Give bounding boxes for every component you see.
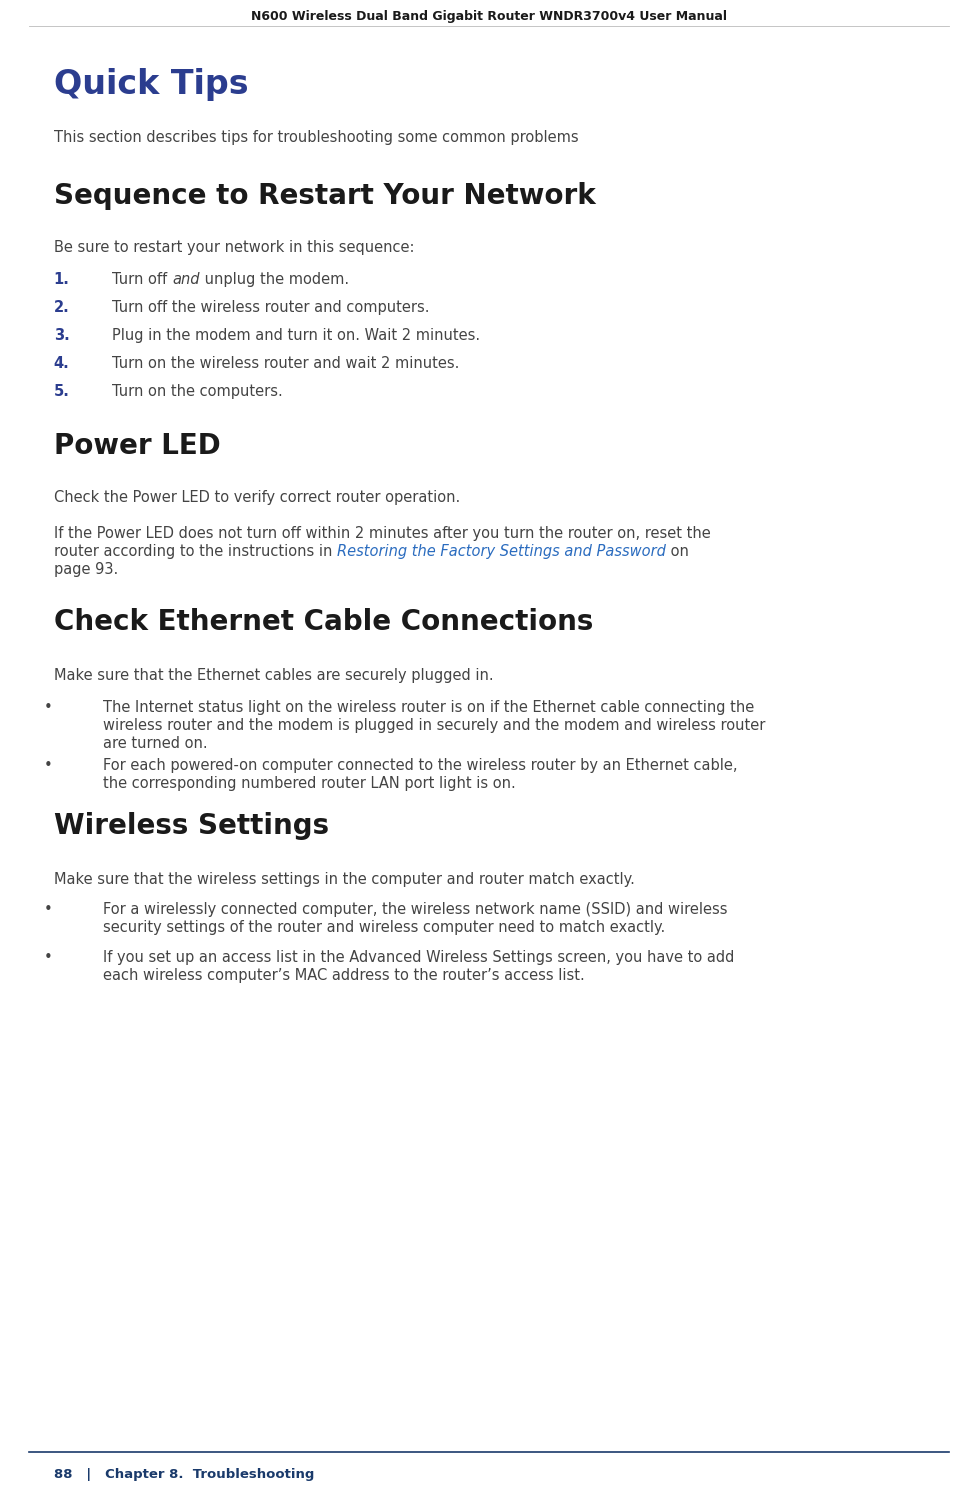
Text: •: •	[44, 759, 53, 774]
Text: Quick Tips: Quick Tips	[54, 68, 248, 101]
Text: Check Ethernet Cable Connections: Check Ethernet Cable Connections	[54, 608, 593, 635]
Text: Plug in the modem and turn it on. Wait 2 minutes.: Plug in the modem and turn it on. Wait 2…	[112, 327, 480, 342]
Text: Check the Power LED to verify correct router operation.: Check the Power LED to verify correct ro…	[54, 490, 459, 505]
Text: are turned on.: are turned on.	[103, 736, 207, 751]
Text: the corresponding numbered router LAN port light is on.: the corresponding numbered router LAN po…	[103, 777, 515, 792]
Text: Make sure that the Ethernet cables are securely plugged in.: Make sure that the Ethernet cables are s…	[54, 668, 493, 683]
Text: page 93.: page 93.	[54, 562, 118, 577]
Text: Turn off: Turn off	[112, 272, 172, 287]
Text: Make sure that the wireless settings in the computer and router match exactly.: Make sure that the wireless settings in …	[54, 873, 634, 888]
Text: wireless router and the modem is plugged in securely and the modem and wireless : wireless router and the modem is plugged…	[103, 718, 764, 733]
Text: •: •	[44, 700, 53, 715]
Text: •: •	[44, 949, 53, 964]
Text: on: on	[665, 544, 688, 559]
Text: 1.: 1.	[54, 272, 69, 287]
Text: Power LED: Power LED	[54, 433, 221, 460]
Text: 5.: 5.	[54, 385, 69, 400]
Text: The Internet status light on the wireless router is on if the Ethernet cable con: The Internet status light on the wireles…	[103, 700, 753, 715]
Text: unplug the modem.: unplug the modem.	[199, 272, 349, 287]
Text: each wireless computer’s MAC address to the router’s access list.: each wireless computer’s MAC address to …	[103, 967, 584, 982]
Text: For a wirelessly connected computer, the wireless network name (SSID) and wirele: For a wirelessly connected computer, the…	[103, 903, 727, 918]
Text: Restoring the Factory Settings and Password: Restoring the Factory Settings and Passw…	[336, 544, 665, 559]
Text: 88   |   Chapter 8.  Troubleshooting: 88 | Chapter 8. Troubleshooting	[54, 1467, 314, 1481]
Text: •: •	[44, 903, 53, 918]
Text: N600 Wireless Dual Band Gigabit Router WNDR3700v4 User Manual: N600 Wireless Dual Band Gigabit Router W…	[251, 11, 726, 23]
Text: Be sure to restart your network in this sequence:: Be sure to restart your network in this …	[54, 240, 414, 255]
Text: Turn on the wireless router and wait 2 minutes.: Turn on the wireless router and wait 2 m…	[112, 356, 459, 371]
Text: For each powered-on computer connected to the wireless router by an Ethernet cab: For each powered-on computer connected t…	[103, 759, 737, 774]
Text: 4.: 4.	[54, 356, 69, 371]
Text: If you set up an access list in the Advanced Wireless Settings screen, you have : If you set up an access list in the Adva…	[103, 949, 734, 964]
Text: and: and	[172, 272, 199, 287]
Text: Turn on the computers.: Turn on the computers.	[112, 385, 283, 400]
Text: 3.: 3.	[54, 327, 69, 342]
Text: This section describes tips for troubleshooting some common problems: This section describes tips for troubles…	[54, 131, 577, 146]
Text: Turn off the wireless router and computers.: Turn off the wireless router and compute…	[112, 300, 430, 315]
Text: router according to the instructions in: router according to the instructions in	[54, 544, 336, 559]
Text: 2.: 2.	[54, 300, 69, 315]
Text: Sequence to Restart Your Network: Sequence to Restart Your Network	[54, 182, 595, 210]
Text: security settings of the router and wireless computer need to match exactly.: security settings of the router and wire…	[103, 921, 664, 936]
Text: Wireless Settings: Wireless Settings	[54, 813, 328, 840]
Text: If the Power LED does not turn off within 2 minutes after you turn the router on: If the Power LED does not turn off withi…	[54, 526, 710, 541]
